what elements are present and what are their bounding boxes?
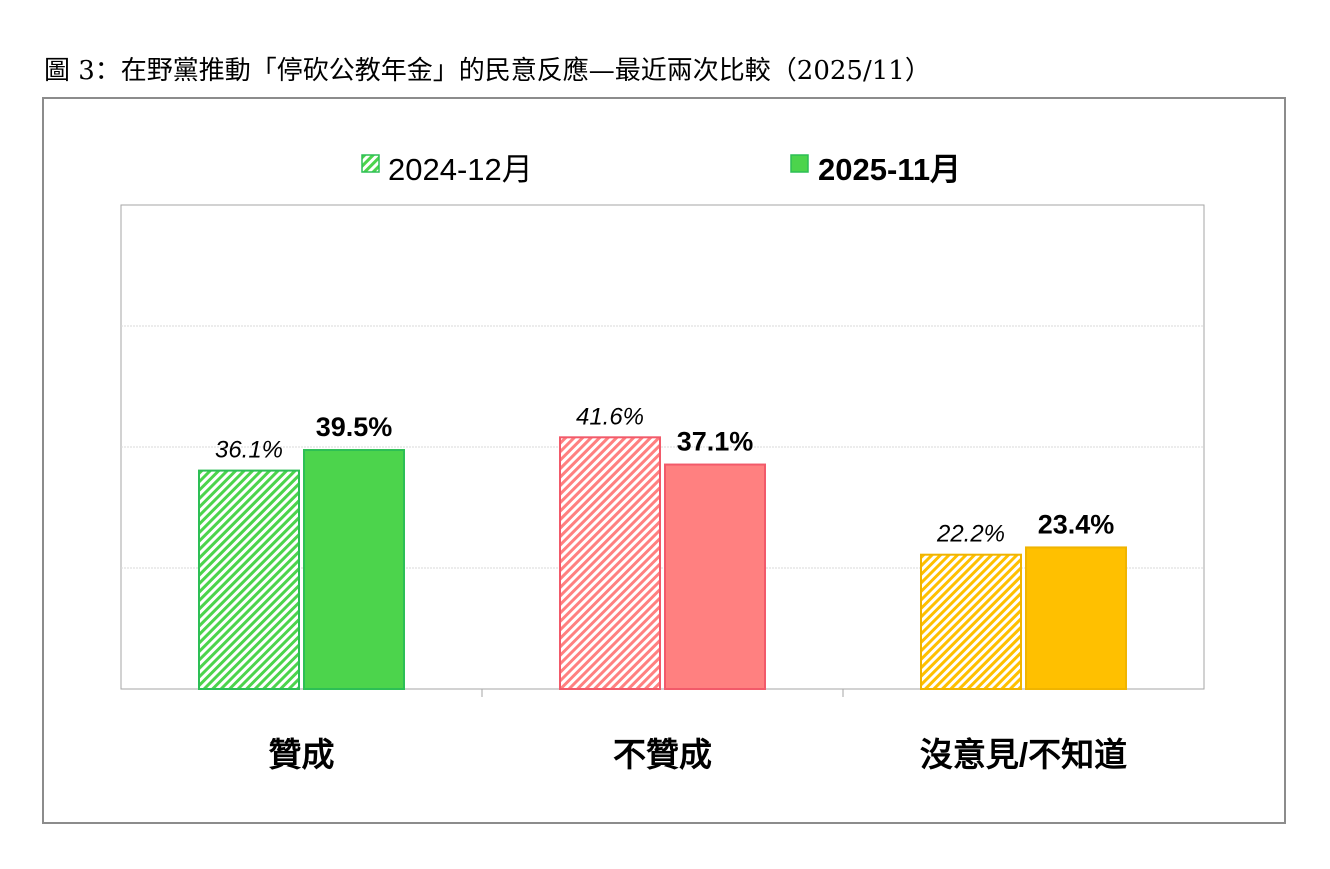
data-label: 36.1% [215,437,283,464]
category-label: 贊成 [269,736,335,773]
bar-2025-0 [303,449,405,690]
legend-swatch-2024 [361,154,380,173]
chart-frame [42,97,1286,824]
bar-2024-1 [559,436,661,690]
data-label: 22.2% [936,521,1005,548]
legend-swatch-2025 [790,154,809,173]
category-label: 沒意見/不知道 [920,736,1127,773]
legend: 2024-12月 2025-11月 [361,152,961,187]
bar-2025-2 [1025,546,1127,690]
data-label: 37.1% [677,427,754,457]
bar-2024-0 [198,469,300,690]
chart-title: 圖 3：在野黨推動「停砍公教年金」的民意反應—最近兩次比較（2025/11） [44,56,931,86]
bar-2025-1 [664,463,766,691]
data-label: 23.4% [1038,509,1115,539]
category-label: 不贊成 [613,736,712,773]
legend-label-2025: 2025-11月 [818,152,961,187]
data-label: 39.5% [316,412,393,442]
data-label: 41.6% [576,403,644,430]
legend-label-2024: 2024-12月 [388,152,533,187]
bar-2024-2 [920,553,1022,690]
